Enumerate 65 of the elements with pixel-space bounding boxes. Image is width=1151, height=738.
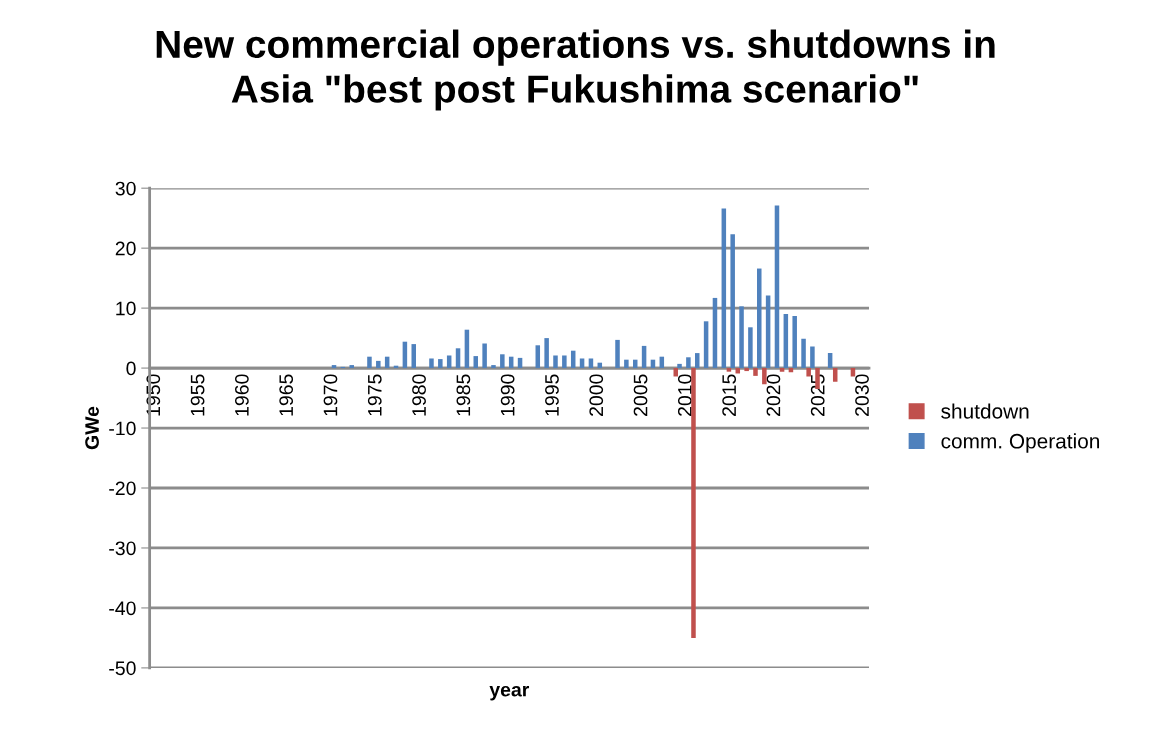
bar xyxy=(779,368,785,372)
bar xyxy=(500,354,505,369)
bar xyxy=(694,353,700,369)
bar xyxy=(544,338,549,369)
bar xyxy=(744,368,749,372)
bar xyxy=(686,357,691,369)
bar xyxy=(446,355,452,369)
bar xyxy=(588,358,594,369)
bar xyxy=(553,355,558,369)
bar xyxy=(482,343,487,369)
bar xyxy=(810,346,815,369)
x-tick-label: 1960 xyxy=(234,374,249,416)
x-tick-label: 1975 xyxy=(367,374,382,416)
bar xyxy=(832,368,838,382)
bar xyxy=(376,360,381,369)
bar xyxy=(615,339,620,369)
bar xyxy=(801,338,806,369)
bar xyxy=(730,234,735,369)
bar xyxy=(367,356,372,369)
y-tick-label: 30 xyxy=(115,181,136,196)
bar xyxy=(491,365,496,369)
bar xyxy=(748,327,753,369)
legend-label: shutdown xyxy=(941,403,1029,419)
bar xyxy=(753,368,758,376)
bar xyxy=(726,368,732,372)
y-axis-title: GWe xyxy=(85,406,99,450)
x-tick-label: 2030 xyxy=(855,374,869,416)
bar xyxy=(455,348,461,369)
bar xyxy=(438,359,443,369)
bar xyxy=(677,363,682,369)
y-tick-label: 0 xyxy=(126,361,136,376)
bar xyxy=(429,358,434,369)
bar xyxy=(739,306,744,369)
x-tick-label: 2020 xyxy=(766,374,781,416)
bar xyxy=(806,368,811,377)
y-tick-label: 20 xyxy=(115,241,136,256)
bar xyxy=(757,268,762,369)
y-tick-label: -20 xyxy=(109,481,136,496)
x-axis-title: year xyxy=(489,685,530,701)
x-tick-label: 1955 xyxy=(190,374,205,416)
bar xyxy=(579,358,585,369)
x-tick-label: 1980 xyxy=(412,374,426,416)
bar xyxy=(349,365,354,369)
bar xyxy=(411,344,417,369)
y-tick-label: -50 xyxy=(109,661,136,676)
x-tick-label: 1990 xyxy=(500,374,515,416)
y-tick-label: -40 xyxy=(109,601,136,616)
x-tick-label: 1985 xyxy=(456,374,471,416)
x-tick-label: 2000 xyxy=(589,374,604,416)
bar xyxy=(691,368,696,638)
x-tick-label: 1995 xyxy=(545,374,559,416)
chart-title: New commercial operations vs. shutdowns in Asia "best post Fukushima scenario" xyxy=(156,29,995,111)
bar xyxy=(762,368,767,385)
x-tick-label: 1965 xyxy=(279,374,294,416)
y-tick-label: 10 xyxy=(116,301,136,316)
bar xyxy=(624,359,629,369)
x-tick-label: 2015 xyxy=(722,374,737,416)
x-tick-label: 2005 xyxy=(633,374,648,416)
y-tick-label: -10 xyxy=(109,421,136,436)
legend-label: comm. Operation xyxy=(941,433,1100,453)
x-tick-label: 1970 xyxy=(323,374,338,416)
y-tick-label: -30 xyxy=(109,541,136,556)
x-tick-label: 2010 xyxy=(677,374,692,416)
bar xyxy=(792,315,797,369)
bar xyxy=(562,355,567,369)
